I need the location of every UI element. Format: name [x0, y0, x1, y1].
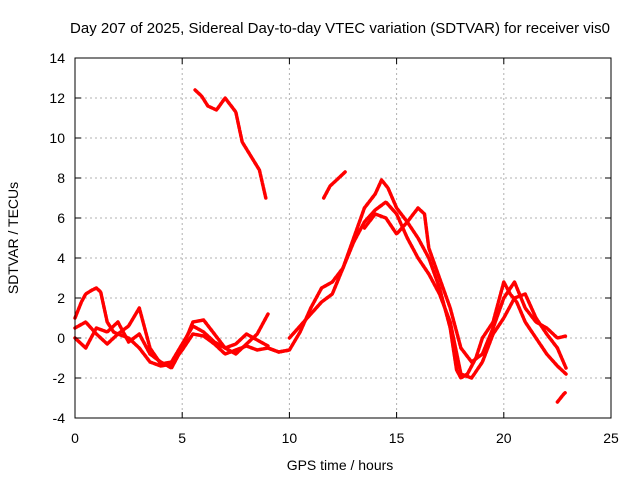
- y-tick-label: 8: [57, 170, 65, 186]
- x-tick-label: 5: [178, 430, 186, 446]
- y-tick-label: -2: [53, 370, 66, 386]
- series-trace-2: [73, 306, 270, 366]
- series-trace-4: [193, 88, 268, 200]
- x-tick-label: 10: [282, 430, 298, 446]
- y-tick-label: 12: [49, 90, 65, 106]
- series-trace-3: [73, 318, 270, 370]
- y-tick-label: 14: [49, 50, 65, 66]
- x-tick-label: 15: [389, 430, 405, 446]
- series-trace-7: [362, 206, 568, 364]
- y-tick-label: 4: [57, 250, 65, 266]
- series-trace-8: [321, 170, 347, 200]
- y-tick-label: 0: [57, 330, 65, 346]
- x-tick-label: 25: [603, 430, 619, 446]
- x-axis-label: GPS time / hours: [287, 457, 394, 473]
- x-tick-label: 0: [71, 430, 79, 446]
- chart-title: Day 207 of 2025, Sidereal Day-to-day VTE…: [70, 20, 610, 37]
- y-tick-label: 10: [49, 130, 65, 146]
- series-trace-9: [555, 390, 568, 404]
- y-tick-label: 6: [57, 210, 65, 226]
- x-tick-label: 20: [496, 430, 512, 446]
- plot-frame: [74, 57, 612, 419]
- y-axis-label: SDTVAR / TECUs: [5, 182, 21, 294]
- y-tick-label: -4: [53, 410, 66, 426]
- y-tick-label: 2: [57, 290, 65, 306]
- data-series: [73, 88, 568, 404]
- axis-ticks: 0 5 10 15 20 25 -4 -2 0 2 4 6 8 10 12 14: [49, 50, 619, 446]
